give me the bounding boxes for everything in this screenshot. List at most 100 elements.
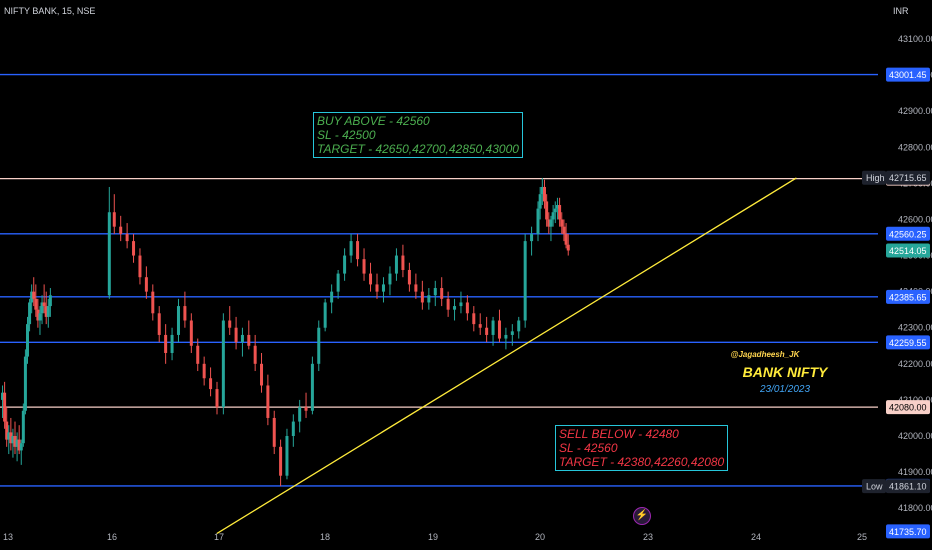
candle-body — [5, 421, 9, 440]
candle-body — [215, 389, 219, 408]
candle-body — [3, 392, 7, 422]
price-tag-label: 42514.05 — [889, 246, 927, 256]
candle-body — [542, 186, 546, 202]
y-tick-label: 42300.00 — [898, 323, 932, 333]
candle-body — [549, 219, 553, 227]
candle-body — [394, 255, 398, 274]
candle-body — [25, 324, 29, 357]
candle-body — [253, 345, 257, 364]
candle-body — [23, 356, 27, 411]
author-handle: @Jagadheesh_JK — [730, 350, 800, 359]
candle-body — [285, 436, 289, 476]
candle-body — [453, 306, 457, 310]
candle-body — [291, 421, 295, 436]
candle-body — [107, 212, 111, 296]
candle-body — [547, 219, 551, 227]
level-price-tag — [886, 226, 930, 241]
candle-body — [562, 226, 566, 234]
candle-body — [349, 241, 353, 256]
candle-body — [48, 295, 52, 307]
x-tick-label: 24 — [751, 532, 761, 542]
candle-body — [536, 208, 540, 234]
candle-body — [38, 313, 42, 321]
y-tick-label: 43100.00 — [898, 34, 932, 44]
x-tick-label: 20 — [535, 532, 545, 542]
level-price-label: 42560.25 — [889, 229, 927, 239]
candle-body — [196, 345, 200, 364]
price-tag-prefix: Low — [866, 482, 883, 492]
y-tick-label: 42800.00 — [898, 142, 932, 152]
candle-body — [375, 284, 379, 292]
candle-body — [176, 306, 180, 335]
candle-body — [336, 273, 340, 292]
candle-body — [170, 334, 174, 353]
candle-body — [44, 306, 48, 317]
candle-body — [323, 302, 327, 328]
price-tag-label: 41735.70 — [889, 527, 927, 537]
candle-body — [343, 255, 347, 274]
candle-body — [144, 277, 148, 292]
candle-body — [151, 291, 155, 314]
candle-body — [523, 241, 527, 321]
price-tag — [886, 170, 930, 185]
candle-body — [260, 363, 264, 386]
candle-body — [240, 334, 244, 343]
level-price-tag — [886, 67, 930, 82]
sell-target-text: TARGET - 42380,42260,42080 — [559, 455, 725, 469]
candle-body — [183, 306, 187, 321]
candle-body — [401, 255, 405, 270]
level-price-label: 43001.45 — [889, 70, 927, 80]
x-tick-label: 25 — [857, 532, 867, 542]
candle-body — [28, 302, 32, 325]
candle-body — [7, 432, 11, 440]
sell-level-text: SELL BELOW - 42480 — [559, 427, 679, 441]
candle-body — [362, 259, 366, 274]
candle-body — [420, 291, 424, 303]
currency-label: INR — [893, 6, 909, 16]
level-price-label: 42259.55 — [889, 338, 927, 348]
y-tick-label: 42100.00 — [898, 395, 932, 405]
level-price-tag — [886, 335, 930, 350]
candle-body — [272, 417, 276, 447]
candle-body — [564, 233, 568, 245]
price-tag-prefix-box — [862, 479, 886, 494]
candle-body — [40, 302, 44, 314]
price-tag — [886, 479, 930, 494]
price-tag-prefix: High — [866, 173, 885, 183]
candle-body — [36, 309, 40, 321]
candle-body — [9, 432, 13, 444]
x-tick-label: 19 — [428, 532, 438, 542]
candle-body — [459, 302, 463, 307]
candle-body — [32, 291, 36, 299]
candle-body — [119, 226, 123, 234]
candle-body — [125, 233, 129, 242]
candle-body — [440, 288, 444, 299]
candle-body — [138, 255, 142, 278]
y-tick-label: 42900.00 — [898, 106, 932, 116]
candle-body — [21, 410, 25, 444]
y-tick-label: 41800.00 — [898, 503, 932, 513]
candle-body — [545, 201, 549, 220]
lightning-icon[interactable]: ⚡ — [633, 507, 651, 525]
candle-body — [388, 273, 392, 285]
candle-body — [465, 302, 469, 314]
candle-body — [266, 385, 270, 418]
candle-body — [34, 298, 38, 310]
candle-body — [234, 327, 238, 343]
candle-body — [11, 436, 15, 444]
candle-body — [530, 233, 534, 242]
candle-body — [485, 327, 489, 335]
candle-body — [560, 219, 564, 227]
y-tick-label: 42600.00 — [898, 214, 932, 224]
candle-body — [497, 320, 501, 339]
candle-body — [510, 331, 514, 335]
candle-body — [42, 302, 46, 307]
buy-annotation: BUY ABOVE - 42560 SL - 42500 TARGET - 42… — [313, 112, 523, 158]
y-tick-label: 41900.00 — [898, 467, 932, 477]
level-price-tag — [886, 289, 930, 304]
sell-annotation: SELL BELOW - 42480 SL - 42560 TARGET - 4… — [555, 425, 729, 471]
buy-target-text: TARGET - 42650,42700,42850,43000 — [317, 142, 519, 156]
candle-body — [491, 320, 495, 335]
candle-body — [551, 212, 555, 220]
